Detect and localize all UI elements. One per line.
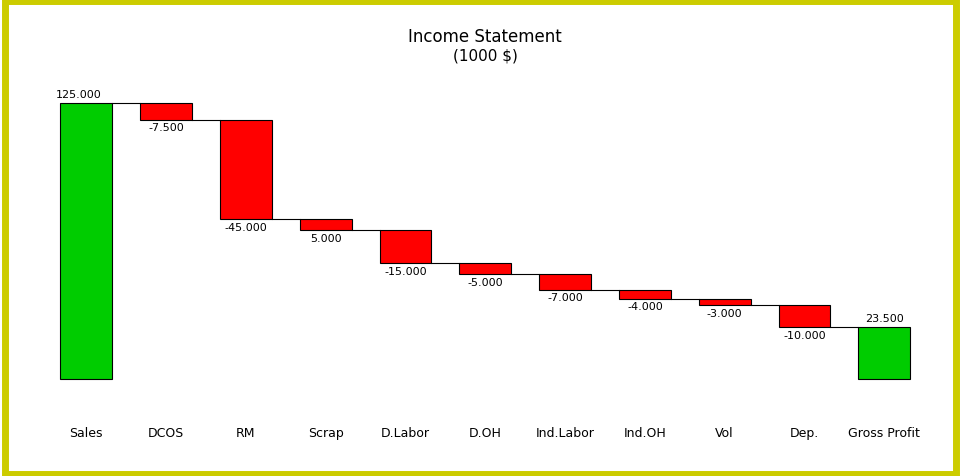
Bar bbox=[140, 104, 192, 120]
Bar bbox=[61, 104, 112, 379]
Text: 23.500: 23.500 bbox=[865, 314, 903, 324]
Bar bbox=[300, 219, 352, 231]
Text: -4.000: -4.000 bbox=[627, 301, 663, 311]
Text: Income Statement: Income Statement bbox=[408, 28, 562, 46]
Bar bbox=[380, 231, 431, 264]
Text: -3.000: -3.000 bbox=[707, 308, 743, 318]
Text: -5.000: -5.000 bbox=[467, 278, 504, 288]
Bar bbox=[619, 290, 671, 299]
Bar bbox=[699, 299, 751, 306]
Bar bbox=[858, 327, 910, 379]
Bar bbox=[220, 120, 272, 219]
Text: 125.000: 125.000 bbox=[56, 90, 102, 100]
Bar bbox=[459, 264, 511, 275]
Text: -7.000: -7.000 bbox=[547, 293, 583, 303]
Bar bbox=[778, 306, 830, 327]
Text: -15.000: -15.000 bbox=[384, 266, 427, 276]
Text: -10.000: -10.000 bbox=[783, 330, 825, 340]
Text: -45.000: -45.000 bbox=[225, 222, 267, 232]
Text: -7.500: -7.500 bbox=[148, 123, 184, 133]
Text: (1000 $): (1000 $) bbox=[453, 48, 518, 63]
Text: 5.000: 5.000 bbox=[309, 233, 341, 243]
Bar bbox=[539, 275, 591, 290]
